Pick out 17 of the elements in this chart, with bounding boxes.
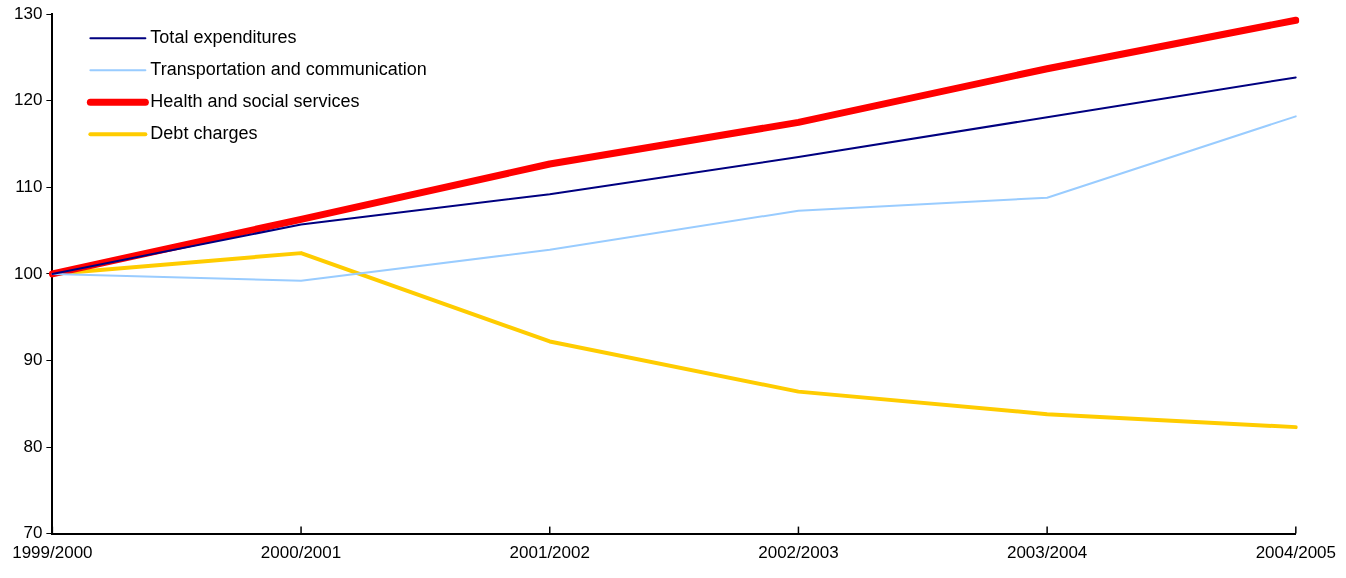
legend-label: Total expenditures — [150, 27, 297, 48]
y-tick-label: 120 — [13, 90, 43, 110]
x-tick-label: 1999/2000 — [12, 543, 93, 563]
legend-label: Transportation and communication — [150, 59, 427, 80]
y-tick-label: 70 — [23, 523, 43, 543]
y-tick-label: 90 — [23, 350, 43, 370]
y-tick-label: 100 — [13, 263, 43, 283]
y-tick-label: 110 — [15, 177, 43, 197]
x-tick-label: 2000/2001 — [260, 543, 342, 563]
x-tick-label: 2002/2003 — [758, 543, 839, 563]
x-tick-label: 2004/2005 — [1255, 543, 1337, 563]
legend-label: Debt charges — [150, 123, 258, 144]
y-tick-label: 130 — [13, 3, 43, 23]
legend-label: Health and social services — [150, 91, 360, 112]
x-tick-label: 2001/2002 — [509, 543, 590, 563]
y-tick-label: 80 — [23, 436, 43, 456]
x-tick-label: 2003/2004 — [1006, 543, 1088, 563]
